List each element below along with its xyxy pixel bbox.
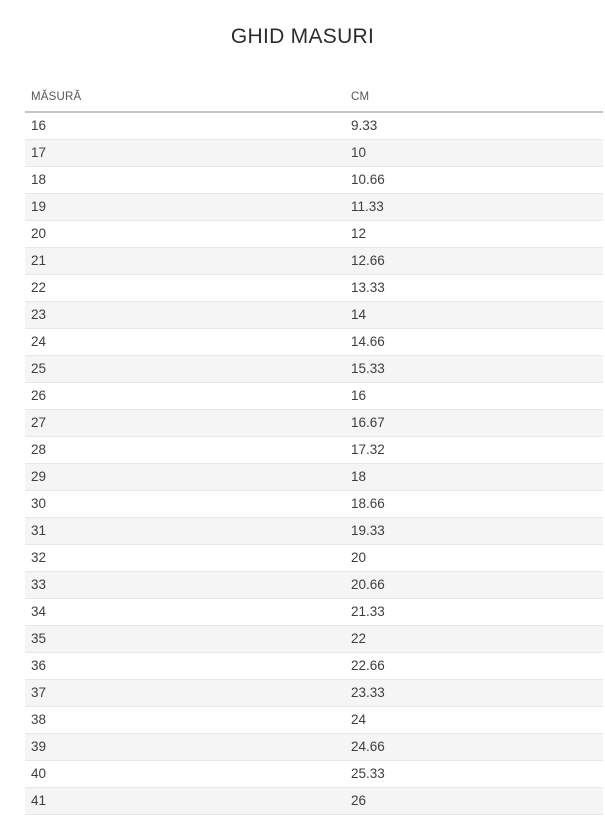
- size-guide-table: MĂSURĂ CM 16 9.33 17 10 18 10.66 19 11.33 20 12 21…: [25, 89, 603, 815]
- size-cell: 23: [25, 301, 345, 329]
- size-cell: 33: [25, 571, 345, 599]
- table-row: 28 17.32: [25, 436, 603, 464]
- table-row: 40 25.33: [25, 760, 603, 788]
- table-row: 20 12: [25, 220, 603, 248]
- size-cell: 18: [25, 166, 345, 194]
- size-cell: 29: [25, 463, 345, 491]
- cm-cell: 14.66: [345, 328, 603, 356]
- table-row: 35 22: [25, 625, 603, 653]
- cm-cell: 24: [345, 706, 603, 734]
- table-row: 33 20.66: [25, 571, 603, 599]
- size-cell: 26: [25, 382, 345, 410]
- table-row: 16 9.33: [25, 112, 603, 140]
- cm-cell: 16.67: [345, 409, 603, 437]
- cm-cell: 22.66: [345, 652, 603, 680]
- size-cell: 25: [25, 355, 345, 383]
- size-cell: 22: [25, 274, 345, 302]
- size-cell: 17: [25, 139, 345, 167]
- table-body: 16 9.33 17 10 18 10.66 19 11.33 20 12 21 12.66 22 13.…: [25, 112, 603, 815]
- cm-cell: 18.66: [345, 490, 603, 518]
- size-cell: 38: [25, 706, 345, 734]
- size-cell: 21: [25, 247, 345, 275]
- page-title: GHID MASURI: [230, 25, 375, 48]
- table-row: 38 24: [25, 706, 603, 734]
- size-cell: 34: [25, 598, 345, 626]
- table-row: 24 14.66: [25, 328, 603, 356]
- size-cell: 19: [25, 193, 345, 221]
- table-header-row: MĂSURĂ CM: [25, 89, 603, 113]
- cm-cell: 10.66: [345, 166, 603, 194]
- cm-cell: 12: [345, 220, 603, 248]
- cm-cell: 16: [345, 382, 603, 410]
- cm-cell: 13.33: [345, 274, 603, 302]
- table-row: 41 26: [25, 787, 603, 815]
- table-row: 26 16: [25, 382, 603, 410]
- cm-cell: 24.66: [345, 733, 603, 761]
- cm-cell: 18: [345, 463, 603, 491]
- cm-cell: 17.32: [345, 436, 603, 464]
- size-cell: 16: [25, 112, 345, 140]
- cm-cell: 11.33: [345, 193, 603, 221]
- cm-cell: 20: [345, 544, 603, 572]
- cm-cell: 14: [345, 301, 603, 329]
- column-header-masura: MĂSURĂ: [25, 89, 345, 113]
- size-cell: 20: [25, 220, 345, 248]
- table-row: 32 20: [25, 544, 603, 572]
- size-cell: 41: [25, 787, 345, 815]
- cm-cell: 21.33: [345, 598, 603, 626]
- size-cell: 31: [25, 517, 345, 545]
- size-cell: 24: [25, 328, 345, 356]
- size-cell: 36: [25, 652, 345, 680]
- cm-cell: 10: [345, 139, 603, 167]
- size-cell: 27: [25, 409, 345, 437]
- cm-cell: 22: [345, 625, 603, 653]
- size-cell: 35: [25, 625, 345, 653]
- table-row: 19 11.33: [25, 193, 603, 221]
- table-row: 18 10.66: [25, 166, 603, 194]
- cm-cell: 23.33: [345, 679, 603, 707]
- size-cell: 39: [25, 733, 345, 761]
- size-cell: 30: [25, 490, 345, 518]
- table-row: 22 13.33: [25, 274, 603, 302]
- cm-cell: 9.33: [345, 112, 603, 140]
- column-header-cm: CM: [345, 89, 603, 113]
- size-cell: 32: [25, 544, 345, 572]
- table-row: 37 23.33: [25, 679, 603, 707]
- table-row: 17 10: [25, 139, 603, 167]
- size-cell: 28: [25, 436, 345, 464]
- size-cell: 37: [25, 679, 345, 707]
- table-row: 23 14: [25, 301, 603, 329]
- cm-cell: 25.33: [345, 760, 603, 788]
- table-row: 36 22.66: [25, 652, 603, 680]
- table-row: 34 21.33: [25, 598, 603, 626]
- size-cell: 40: [25, 760, 345, 788]
- table-row: 30 18.66: [25, 490, 603, 518]
- cm-cell: 19.33: [345, 517, 603, 545]
- cm-cell: 15.33: [345, 355, 603, 383]
- table-row: 39 24.66: [25, 733, 603, 761]
- cm-cell: 20.66: [345, 571, 603, 599]
- cm-cell: 26: [345, 787, 603, 815]
- table-row: 21 12.66: [25, 247, 603, 275]
- table-row: 25 15.33: [25, 355, 603, 383]
- table-row: 31 19.33: [25, 517, 603, 545]
- table-row: 29 18: [25, 463, 603, 491]
- cm-cell: 12.66: [345, 247, 603, 275]
- table-row: 27 16.67: [25, 409, 603, 437]
- table-header: MĂSURĂ CM: [25, 89, 603, 113]
